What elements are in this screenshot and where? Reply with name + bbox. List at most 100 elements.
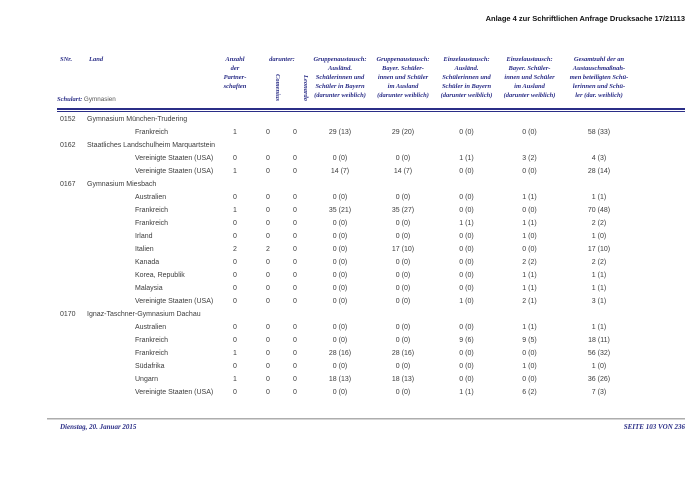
- column-header-gruppenaustausch-ausland: Gruppenaustausch: Bayer. Schüler- innen …: [376, 56, 430, 99]
- value-cell-0: 0: [233, 298, 237, 305]
- table-row: Frankreich 1 0 0 28 (16) 28 (16) 0 (0) 0 (0) 56 …: [57, 347, 685, 360]
- country-cell: Malaysia: [135, 285, 163, 292]
- value-cell-0: 2: [233, 246, 237, 253]
- value-cell-2: 0: [293, 246, 297, 253]
- footer-divider-rule: [47, 418, 685, 420]
- country-cell: Australien: [135, 194, 167, 201]
- value-cell-0: 0: [233, 272, 237, 279]
- value-cell-6: 0 (0): [522, 168, 537, 175]
- value-cell-0: 0: [233, 233, 237, 240]
- value-cell-7: 2 (2): [591, 259, 607, 266]
- value-cell-2: 0: [293, 207, 297, 214]
- value-cell-1: 0: [266, 259, 270, 266]
- country-cell: Südafrika: [135, 363, 165, 370]
- value-cell-0: 0: [233, 155, 237, 162]
- value-cell-7: 58 (33): [587, 129, 611, 136]
- value-cell-5: 1 (1): [459, 389, 474, 396]
- country-cell: Irland: [135, 233, 153, 240]
- value-cell-2: 0: [293, 220, 297, 227]
- value-cell-6: 1 (1): [522, 220, 537, 227]
- value-cell-5: 0 (0): [459, 350, 474, 357]
- table-row: Irland 0 0 0 0 (0) 0 (0) 0 (0) 1 (0) 1 (0): [57, 230, 685, 243]
- value-cell-6: 2 (1): [522, 298, 537, 305]
- value-cell-0: 0: [233, 194, 237, 201]
- value-cell-5: 0 (0): [459, 259, 474, 266]
- value-cell-5: 0 (0): [459, 129, 474, 136]
- value-cell-4: 0 (0): [395, 272, 411, 279]
- value-cell-3: 0 (0): [332, 259, 348, 266]
- value-cell-4: 0 (0): [395, 337, 411, 344]
- value-cell-6: 1 (1): [522, 194, 537, 201]
- country-cell: Italien: [135, 246, 154, 253]
- value-cell-7: 2 (2): [591, 220, 607, 227]
- value-cell-5: 0 (0): [459, 285, 474, 292]
- page-title: Anlage 4 zur Schriftlichen Anfrage Druck…: [485, 14, 685, 23]
- value-cell-0: 0: [233, 363, 237, 370]
- value-cell-1: 0: [266, 129, 270, 136]
- schulart-value: Gymnasien: [83, 96, 116, 103]
- value-cell-5: 1 (0): [459, 298, 474, 305]
- value-cell-4: 0 (0): [395, 363, 411, 370]
- country-cell: Frankreich: [135, 350, 169, 357]
- value-cell-0: 0: [233, 389, 237, 396]
- country-cell: Frankreich: [135, 129, 169, 136]
- value-cell-3: 18 (13): [328, 376, 352, 383]
- value-cell-7: 18 (11): [588, 337, 610, 344]
- value-cell-1: 2: [266, 246, 270, 253]
- value-cell-5: 1 (1): [459, 155, 474, 162]
- table-row: Vereinigte Staaten (USA) 0 0 0 0 (0) 0 (0) 1 (…: [57, 295, 685, 308]
- table-row: Frankreich 1 0 0 35 (21) 35 (27) 0 (0) 0 (0) 70 …: [57, 204, 685, 217]
- value-cell-3: 0 (0): [332, 220, 348, 227]
- value-cell-5: 0 (0): [459, 272, 474, 279]
- value-cell-4: 0 (0): [395, 194, 411, 201]
- value-cell-6: 0 (0): [522, 246, 537, 253]
- table-row: Australien 0 0 0 0 (0) 0 (0) 0 (0) 1 (1) 1 (1): [57, 191, 685, 204]
- column-header-gesamtzahl: Gesamtzahl der an Austauschmaßnah- men b…: [569, 56, 629, 99]
- value-cell-4: 28 (16): [391, 350, 415, 357]
- value-cell-0: 1: [233, 207, 237, 214]
- column-header-land: Land: [89, 56, 104, 63]
- value-cell-3: 0 (0): [332, 246, 348, 253]
- column-header-einzelaustausch-ausland: Einzelaustausch: Bayer. Schüler- innen u…: [503, 56, 556, 99]
- value-cell-3: 28 (16): [328, 350, 352, 357]
- value-cell-6: 3 (2): [522, 155, 537, 162]
- country-cell: Kanada: [135, 259, 160, 266]
- value-cell-4: 0 (0): [395, 324, 411, 331]
- value-cell-3: 0 (0): [332, 389, 348, 396]
- value-cell-3: 0 (0): [332, 363, 348, 370]
- value-cell-4: 0 (0): [395, 233, 411, 240]
- value-cell-5: 0 (0): [459, 324, 474, 331]
- table-body: 0152 Gymnasium München-Trudering Frankreic…: [57, 113, 685, 399]
- value-cell-4: 0 (0): [395, 220, 411, 227]
- value-cell-1: 0: [266, 363, 270, 370]
- value-cell-7: 1 (1): [591, 285, 607, 292]
- value-cell-1: 0: [266, 155, 270, 162]
- table-row: Frankreich 0 0 0 0 (0) 0 (0) 1 (1) 1 (1) 2 (2): [57, 217, 685, 230]
- value-cell-3: 0 (0): [332, 337, 348, 344]
- value-cell-6: 0 (0): [522, 129, 537, 136]
- table-row: Kanada 0 0 0 0 (0) 0 (0) 0 (0) 2 (2) 2 (2): [57, 256, 685, 269]
- value-cell-2: 0: [293, 389, 297, 396]
- value-cell-4: 14 (7): [393, 168, 413, 175]
- value-cell-7: 17 (10): [587, 246, 611, 253]
- country-cell: Australien: [135, 324, 167, 331]
- table-row: Vereinigte Staaten (USA) 0 0 0 0 (0) 0 (0) 1 (…: [57, 386, 685, 399]
- table-group-row: 0152 Gymnasium München-Trudering: [57, 113, 685, 126]
- value-cell-1: 0: [266, 350, 270, 357]
- value-cell-3: 0 (0): [332, 298, 348, 305]
- value-cell-6: 1 (0): [522, 233, 537, 240]
- footer-date: Dienstag, 20. Januar 2015: [60, 423, 137, 431]
- value-cell-0: 0: [233, 259, 237, 266]
- value-cell-0: 0: [233, 285, 237, 292]
- value-cell-2: 0: [293, 259, 297, 266]
- value-cell-0: 1: [233, 129, 237, 136]
- value-cell-3: 29 (13): [328, 129, 352, 136]
- table-group-row: 0162 Staatliches Landschulheim Marquartst…: [57, 139, 685, 152]
- school-name: Gymnasium München-Trudering: [87, 116, 188, 123]
- value-cell-7: 70 (48): [587, 207, 611, 214]
- table-row: Korea, Republik 0 0 0 0 (0) 0 (0) 0 (0) 1 (1) 1 …: [57, 269, 685, 282]
- value-cell-2: 0: [293, 350, 297, 357]
- value-cell-5: 0 (0): [459, 233, 474, 240]
- value-cell-5: 0 (0): [459, 207, 474, 214]
- value-cell-5: 9 (6): [459, 337, 474, 344]
